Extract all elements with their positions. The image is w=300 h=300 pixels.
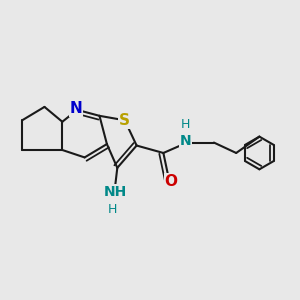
Text: H: H bbox=[108, 203, 118, 216]
Text: NH: NH bbox=[104, 184, 128, 199]
Text: N: N bbox=[180, 134, 191, 148]
Text: O: O bbox=[164, 174, 177, 189]
Text: H: H bbox=[181, 118, 190, 131]
Text: N: N bbox=[69, 101, 82, 116]
Text: S: S bbox=[119, 113, 130, 128]
